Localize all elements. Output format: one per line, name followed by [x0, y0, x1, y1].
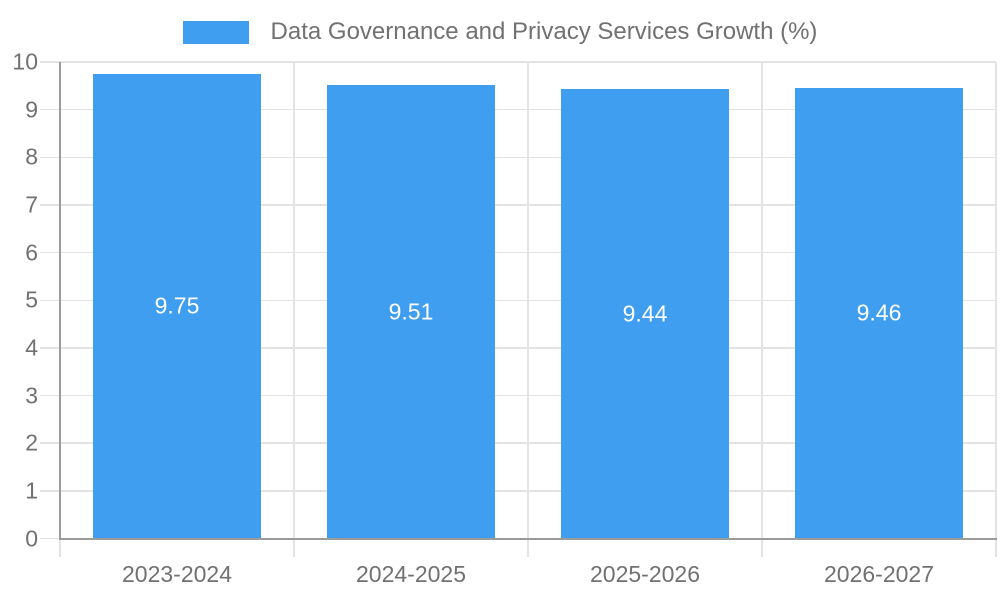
- h-gridline: [40, 442, 996, 444]
- y-axis-label: 1: [25, 477, 38, 504]
- v-gridline: [293, 62, 295, 557]
- y-axis-label: 5: [25, 286, 38, 313]
- v-gridline: [761, 62, 763, 557]
- v-gridline: [995, 62, 997, 557]
- bar: [795, 87, 963, 539]
- bar-value-label: 9.75: [154, 292, 200, 319]
- legend-swatch: [182, 20, 249, 44]
- h-gridline: [40, 251, 996, 254]
- y-axis-label: 4: [25, 334, 38, 361]
- x-axis-label: 2025-2026: [590, 561, 700, 587]
- y-axis-label: 3: [25, 382, 38, 409]
- bar-value-label: 9.44: [622, 300, 668, 327]
- h-gridline: [40, 156, 996, 159]
- h-gridline: [40, 299, 996, 301]
- bar-value-label: 9.51: [388, 298, 434, 325]
- y-axis-label: 8: [25, 143, 38, 170]
- y-axis-label: 9: [25, 96, 38, 123]
- legend-label: Data Governance and Privacy Services Gro…: [270, 18, 818, 45]
- h-gridline: [40, 394, 996, 397]
- x-axis-label: 2026-2027: [824, 561, 934, 587]
- y-axis-label: 2: [25, 429, 38, 456]
- h-gridline: [40, 204, 996, 206]
- y-axis-label: 0: [25, 525, 38, 551]
- h-gridline: [40, 108, 996, 111]
- x-axis-label: 2023-2024: [122, 561, 232, 587]
- y-axis-label: 7: [25, 191, 38, 218]
- h-gridline: [40, 490, 996, 492]
- bar: [327, 85, 495, 539]
- h-gridline: [40, 347, 996, 349]
- h-gridline: [40, 61, 996, 63]
- bar: [561, 88, 729, 539]
- x-axis-label: 2024-2025: [356, 561, 466, 587]
- x-axis-line: [59, 537, 997, 540]
- legend-item[interactable]: Data Governance and Privacy Services Gro…: [182, 18, 818, 45]
- y-axis-line: [59, 62, 61, 539]
- y-axis-label: 10: [12, 48, 38, 75]
- v-gridline: [527, 62, 529, 557]
- chart-legend: Data Governance and Privacy Services Gro…: [0, 20, 1000, 44]
- y-axis-label: 6: [25, 239, 38, 266]
- bar: [93, 73, 261, 539]
- bar-value-label: 9.46: [856, 299, 902, 326]
